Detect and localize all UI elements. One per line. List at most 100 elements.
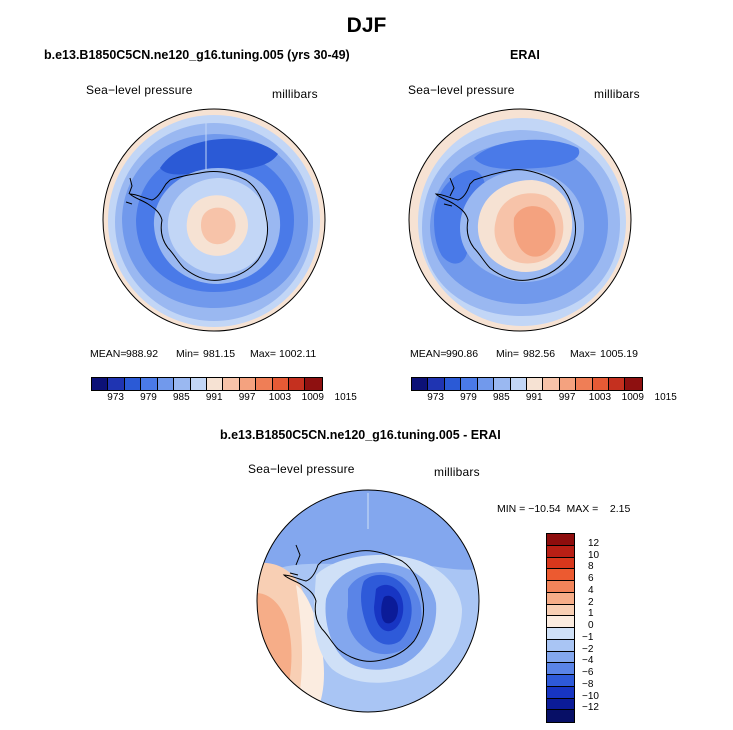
diff-colorbar-tick-label: −2	[582, 643, 594, 655]
right-colorbar-swatch	[412, 378, 429, 390]
diff-colorbar-swatch	[547, 581, 574, 593]
left-min-label: Min=	[176, 348, 200, 360]
diff-colorbar-tick-label: 1	[588, 608, 594, 620]
right-colorbar-swatch	[576, 378, 593, 390]
left-colorbar	[91, 377, 323, 391]
left-max-label: Max=	[250, 348, 276, 360]
left-colorbar-swatch	[239, 378, 257, 390]
diff-units-label: millibars	[434, 465, 480, 479]
diff-colorbar-swatch	[547, 663, 574, 675]
right-colorbar-swatch	[444, 378, 462, 390]
left-colorbar-swatch	[190, 378, 207, 390]
left-colorbar-swatch	[256, 378, 273, 390]
right-colorbar-swatch	[477, 378, 495, 390]
left-colorbar-tick-label: 1003	[268, 392, 292, 403]
left-min-value: 981.15	[203, 348, 236, 360]
left-panel-title: b.e13.B1850C5CN.ne120_g16.tuning.005 (yr…	[44, 48, 350, 62]
diff-peninsula-islands	[289, 544, 301, 576]
right-colorbar-swatch	[559, 378, 577, 390]
diff-colorbar-swatch	[547, 628, 574, 640]
left-peninsula-islands	[125, 177, 133, 205]
left-colorbar-swatch	[108, 378, 125, 390]
right-colorbar-swatch	[592, 378, 610, 390]
right-plateau-high	[513, 206, 556, 257]
diff-colorbar-tick-label: −10	[582, 690, 599, 702]
left-colorbar-swatch	[92, 378, 109, 390]
left-units-label: millibars	[272, 87, 318, 101]
right-colorbar-tick-label: 1003	[588, 392, 612, 403]
diff-colorbar-tick-label: 8	[588, 561, 594, 573]
left-map-border	[102, 108, 326, 332]
right-colorbar-swatch	[510, 378, 527, 390]
diff-colorbar-tick-label: 4	[588, 584, 594, 596]
diff-zero-band	[296, 585, 324, 712]
right-variable-label: Sea−level pressure	[408, 83, 515, 97]
right-colorbar-tick-label: 973	[427, 392, 444, 403]
right-colorbar-tick-label: 979	[460, 392, 477, 403]
right-colorbar-swatch	[543, 378, 560, 390]
left-colorbar-tick-label: 979	[140, 392, 157, 403]
diff-colorbar-swatch	[547, 569, 574, 581]
diff-variable-label: Sea−level pressure	[248, 462, 355, 476]
left-max-value: 1002.11	[279, 348, 317, 360]
right-colorbar-swatch	[526, 378, 544, 390]
diff-colorbar-tick-label: −12	[582, 702, 599, 714]
right-colorbar-tick-label: 997	[558, 392, 576, 403]
diff-colorbar-swatch	[547, 675, 574, 687]
diff-colorbar-tick-label: 0	[588, 620, 594, 631]
right-colorbar-swatch	[494, 378, 511, 390]
left-colorbar-swatch	[223, 378, 240, 390]
left-plateau-high	[200, 207, 236, 245]
left-polar-map	[102, 108, 326, 332]
diff-colorbar-tick-label: −8	[582, 678, 594, 690]
right-colorbar-swatch	[625, 378, 642, 390]
left-colorbar-swatch	[305, 378, 322, 390]
left-colorbar-tick-label: 991	[205, 392, 223, 403]
right-colorbar-tick-label: 991	[525, 392, 543, 403]
right-map-border	[408, 108, 632, 332]
diff-colorbar-tick-label: 2	[588, 596, 594, 608]
right-min-label: Min=	[496, 348, 520, 360]
right-max-value: 1005.19	[600, 348, 638, 360]
diff-colorbar-ticks: 12 10 8 6 4 2 1 0 −1 −2 −4 −6 −8 −10 −12	[582, 533, 622, 723]
right-colorbar-ticks: 973 979 985 991 997 1003 1009 1015	[411, 392, 676, 406]
diff-colorbar-swatch	[547, 545, 574, 558]
diff-map-border	[256, 489, 480, 713]
right-trough-atlantic	[434, 170, 486, 264]
main-title: DJF	[346, 14, 387, 37]
right-colorbar-tick-label: 1009	[621, 392, 644, 403]
left-mean-value: 988.92	[126, 348, 159, 360]
right-trough-pacific	[474, 139, 580, 169]
right-colorbar-tick-label: 1015	[654, 392, 677, 403]
diff-colorbar-tick-label: −1	[582, 631, 594, 643]
diff-colorbar-tick-label: −6	[582, 667, 594, 678]
diff-minmax: MIN = −10.54 MAX = 2.15	[497, 503, 631, 515]
left-colorbar-swatch	[174, 378, 191, 390]
diff-antarctica-outline	[282, 550, 425, 662]
left-trough-pacific	[160, 138, 278, 175]
diff-panel-title: b.e13.B1850C5CN.ne120_g16.tuning.005 - E…	[220, 428, 501, 442]
left-colorbar-swatch	[157, 378, 175, 390]
left-colorbar-tick-label: 1015	[334, 392, 357, 403]
right-max-label: Max=	[570, 348, 596, 360]
diff-colorbar-swatch	[547, 686, 574, 699]
right-units-label: millibars	[594, 87, 640, 101]
diff-colorbar-swatch	[547, 557, 574, 570]
diff-colorbar-swatch	[547, 592, 574, 605]
left-antarctica-outline	[128, 171, 269, 281]
left-mean-label: MEAN=	[90, 348, 127, 360]
diff-colorbar-swatch	[547, 616, 574, 628]
right-min-value: 982.56	[523, 348, 556, 360]
diff-band-minus10	[381, 595, 398, 624]
right-mean-label: MEAN=	[410, 348, 447, 360]
right-colorbar-tick-label: 985	[493, 392, 510, 403]
right-polar-map	[408, 108, 632, 332]
left-colorbar-swatch	[124, 378, 142, 390]
diff-colorbar-swatch	[547, 639, 574, 652]
left-colorbar-tick-label: 973	[107, 392, 124, 403]
diff-north-band	[257, 490, 479, 573]
right-colorbar-swatch	[428, 378, 445, 390]
left-colorbar-ticks: 973 979 985 991 997 1003 1009 1015	[91, 392, 356, 406]
diff-colorbar-tick-label: 6	[588, 573, 594, 584]
left-colorbar-swatch	[206, 378, 224, 390]
